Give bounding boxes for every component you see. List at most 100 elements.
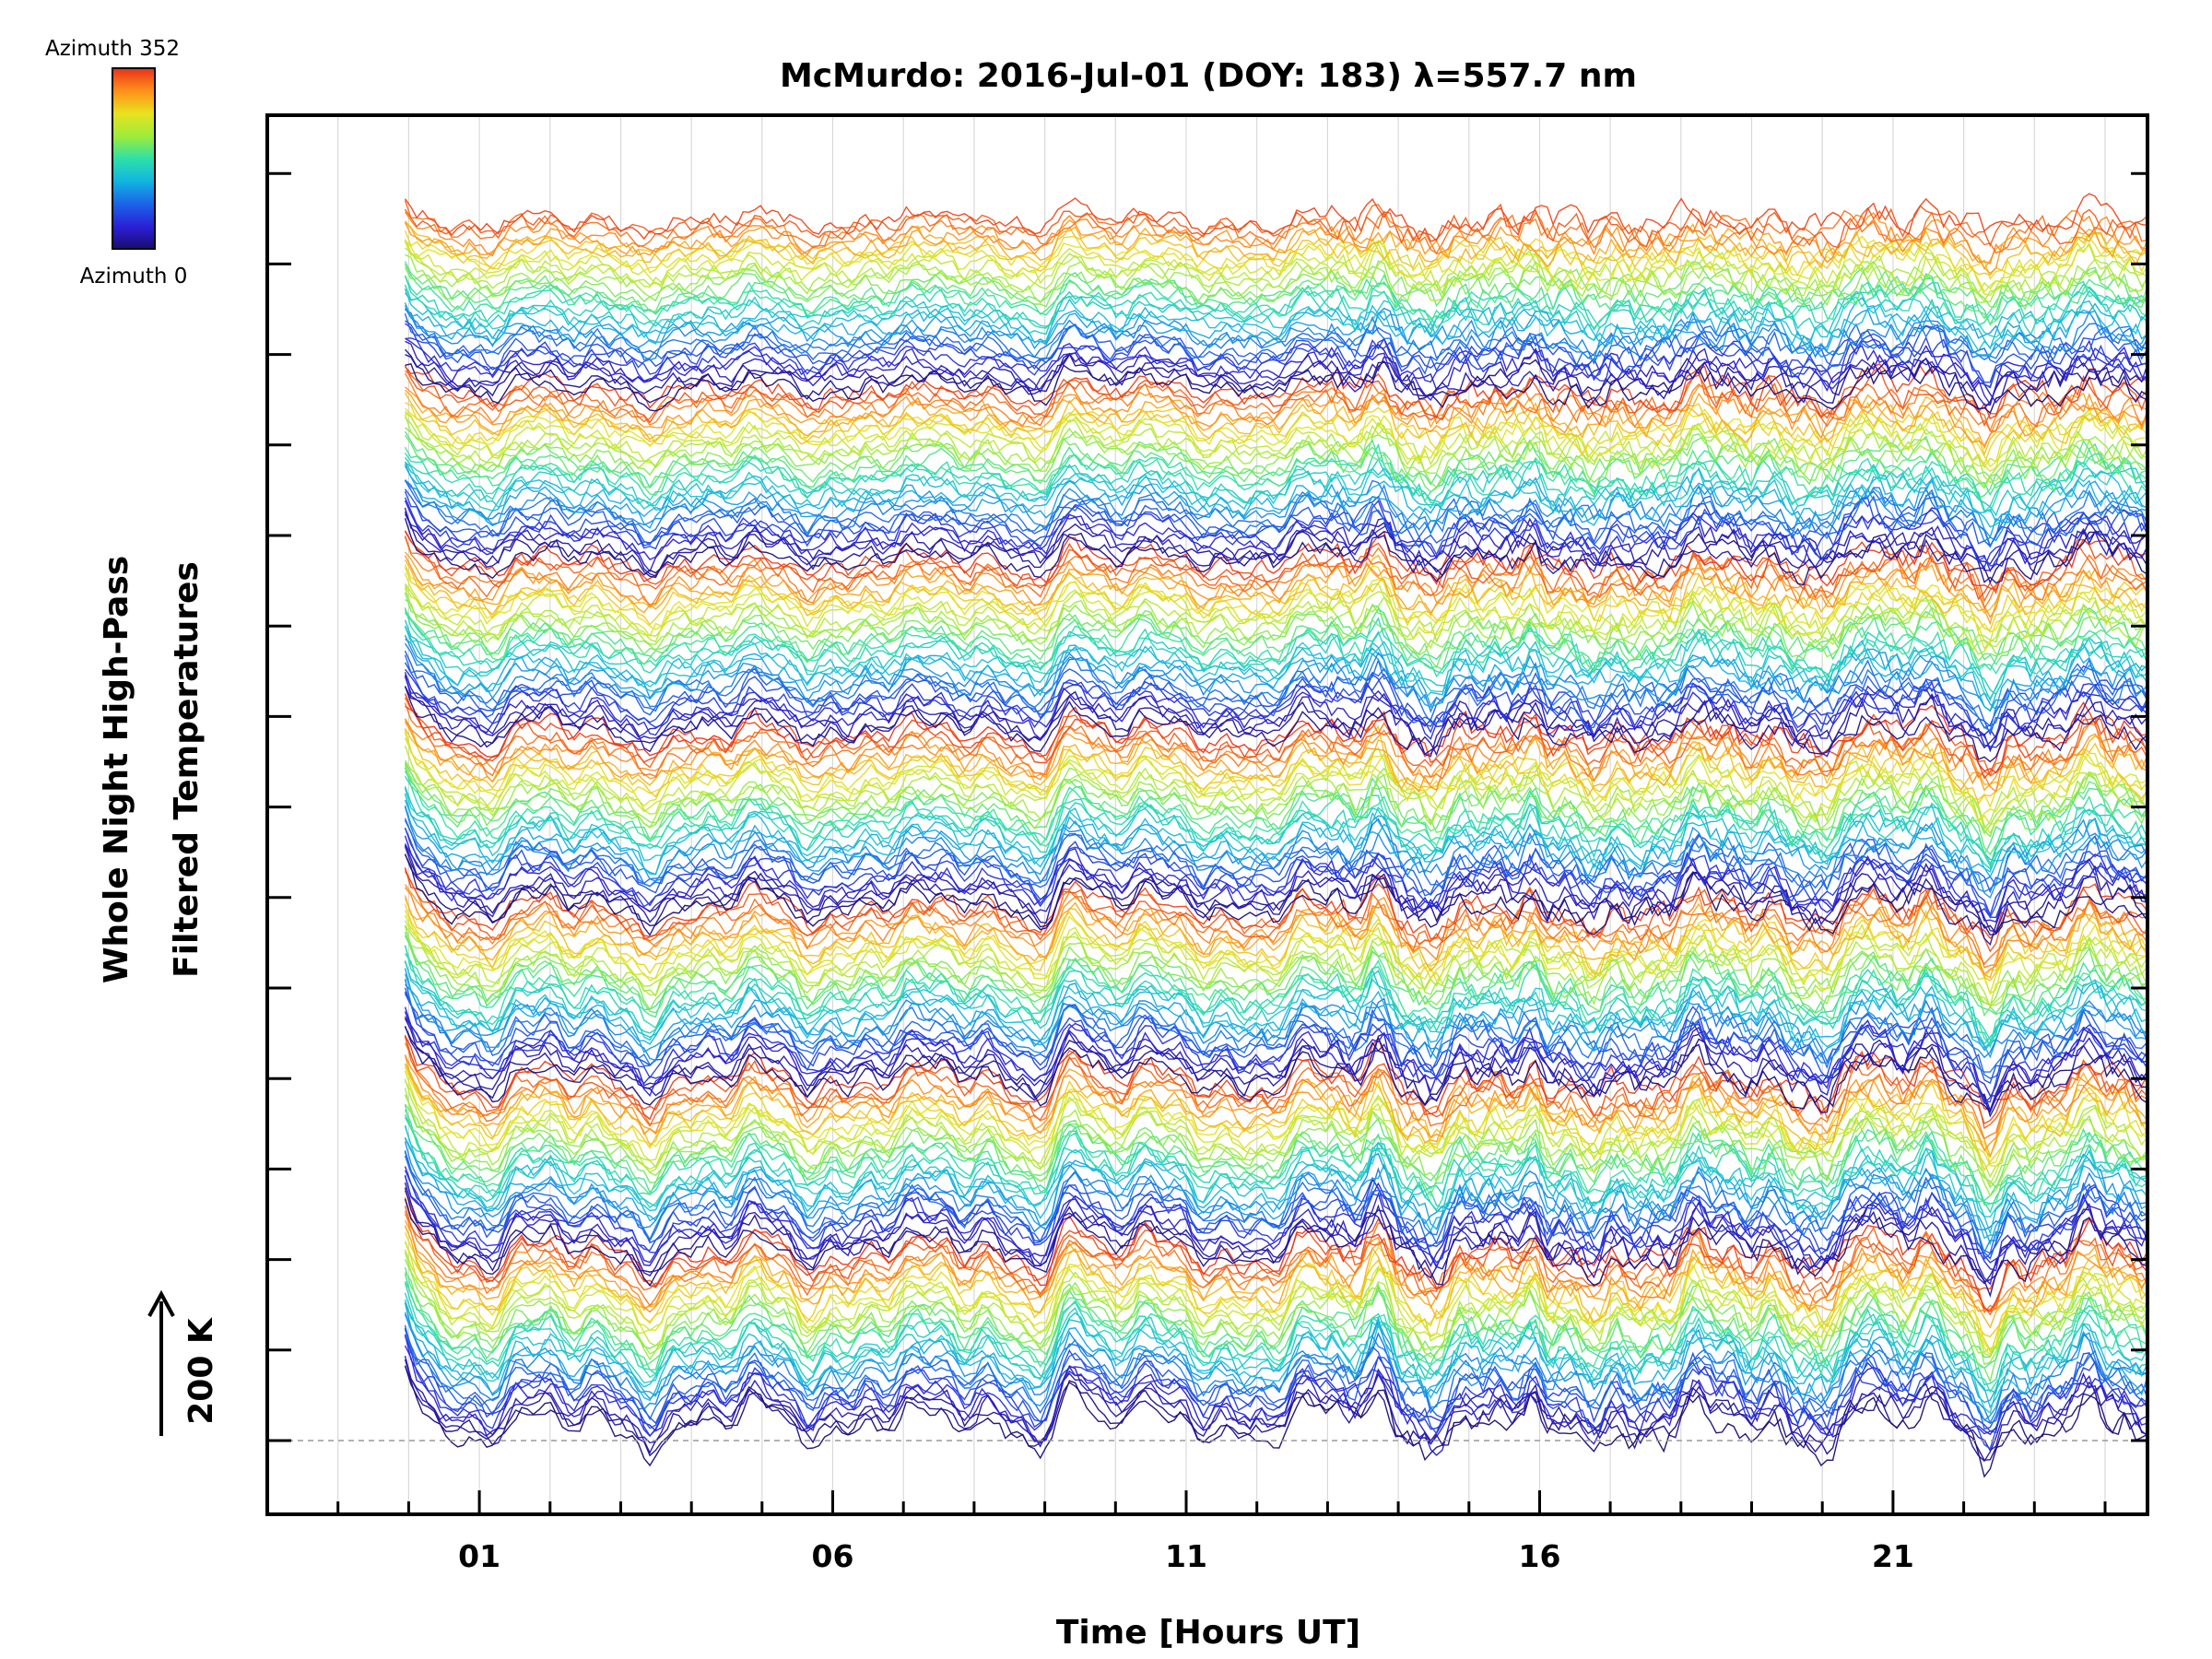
scale-label: 200 K: [182, 1317, 220, 1425]
series-line: [404, 844, 2147, 933]
x-tick-label: 06: [812, 1538, 854, 1574]
series-line: [404, 551, 2147, 626]
series-line: [404, 1210, 2147, 1313]
series-line: [405, 323, 2147, 383]
series-line: [404, 650, 2147, 730]
series-line: [404, 312, 2147, 375]
series-line: [404, 1198, 2147, 1287]
series-line: [404, 993, 2147, 1085]
series-line: [404, 635, 2147, 712]
series-line: [404, 1104, 2147, 1206]
series-line: [405, 247, 2147, 302]
series-line: [404, 1335, 2147, 1438]
series-line: [404, 1114, 2147, 1214]
series-line: [404, 1232, 2147, 1353]
series-line: [404, 572, 2147, 651]
series-line: [404, 282, 2147, 338]
chart-title: McMurdo: 2016-Jul-01 (DOY: 183) λ=557.7 …: [780, 57, 1637, 95]
series-line: [404, 835, 2147, 924]
series-line: [404, 1094, 2147, 1189]
series-line: [404, 1175, 2147, 1286]
series-line: [404, 1016, 2147, 1113]
x-tick-label: 16: [1519, 1538, 1561, 1574]
series-line: [404, 234, 2147, 293]
series-line: [404, 1241, 2147, 1351]
series-line: [404, 479, 2147, 548]
series-line: [404, 806, 2147, 893]
series-line: [404, 497, 2147, 569]
x-axis-label: Time [Hours UT]: [1056, 1614, 1360, 1652]
series-line: [404, 606, 2147, 671]
series-line: [404, 1070, 2147, 1173]
series-line: [404, 1225, 2147, 1329]
series-line: [404, 960, 2147, 1050]
series-line: [404, 619, 2147, 702]
series-line: [404, 1252, 2147, 1355]
series-line: [404, 461, 2147, 528]
colorbar-bottom-label: Azimuth 0: [80, 265, 188, 288]
series-line: [404, 765, 2147, 835]
series-line: [404, 517, 2147, 586]
series-line: [404, 305, 2147, 361]
series-line: [404, 931, 2147, 1018]
series-line: [404, 288, 2147, 352]
series-line: [404, 968, 2147, 1061]
series-line: [404, 439, 2147, 502]
series-line: [404, 229, 2147, 281]
series-line: [405, 359, 2147, 415]
series-line: [404, 582, 2147, 648]
scale-indicator: 200 K: [147, 1289, 220, 1436]
series-line: [404, 465, 2147, 539]
series-line: [404, 853, 2147, 935]
series-line: [404, 1190, 2147, 1312]
series-line: [404, 945, 2147, 1041]
series-line: [404, 348, 2147, 410]
series-line: [405, 406, 2147, 468]
series-line: [405, 427, 2147, 489]
series-line: [404, 417, 2147, 488]
series-line: [404, 1026, 2147, 1113]
series-line: [404, 654, 2147, 727]
series-line: [404, 1266, 2147, 1368]
series-line: [405, 337, 2147, 390]
series-line: [404, 805, 2147, 900]
series-line: [404, 1066, 2147, 1165]
series-line: [405, 370, 2147, 432]
series-line: [404, 1271, 2147, 1383]
series-line: [404, 745, 2147, 835]
series-line: [404, 239, 2147, 297]
series-line: [404, 724, 2147, 806]
series-line: [404, 987, 2147, 1079]
series-line: [404, 910, 2147, 994]
series-line: [404, 935, 2147, 1020]
series-line: [404, 209, 2147, 265]
series-line: [404, 1026, 2147, 1118]
series-line: [404, 582, 2147, 655]
series-line: [404, 1011, 2147, 1098]
series-line: [405, 320, 2147, 388]
series-line: [404, 925, 2147, 1006]
series-line: [404, 1036, 2147, 1124]
series-line: [404, 1359, 2147, 1463]
series-line: [404, 1064, 2147, 1172]
series-line: [404, 567, 2147, 631]
series-line: [404, 1174, 2147, 1264]
series-line: [404, 555, 2147, 618]
y-axis-label-line-2: Filtered Temperatures: [168, 561, 206, 978]
series-line: [404, 953, 2147, 1049]
series-line: [404, 1365, 2147, 1462]
series-line: [404, 846, 2147, 947]
colorbar: [112, 67, 156, 250]
series-line: [405, 596, 2147, 658]
series-line: [404, 1345, 2147, 1445]
series-line: [404, 675, 2147, 758]
series-line: [404, 788, 2147, 870]
series-line: [404, 365, 2147, 428]
series-line: [404, 1103, 2147, 1198]
series-line: [404, 275, 2147, 329]
series-line: [404, 488, 2147, 548]
series-line: [404, 1334, 2147, 1437]
series-line: [404, 1219, 2147, 1312]
series-line: [404, 513, 2147, 584]
